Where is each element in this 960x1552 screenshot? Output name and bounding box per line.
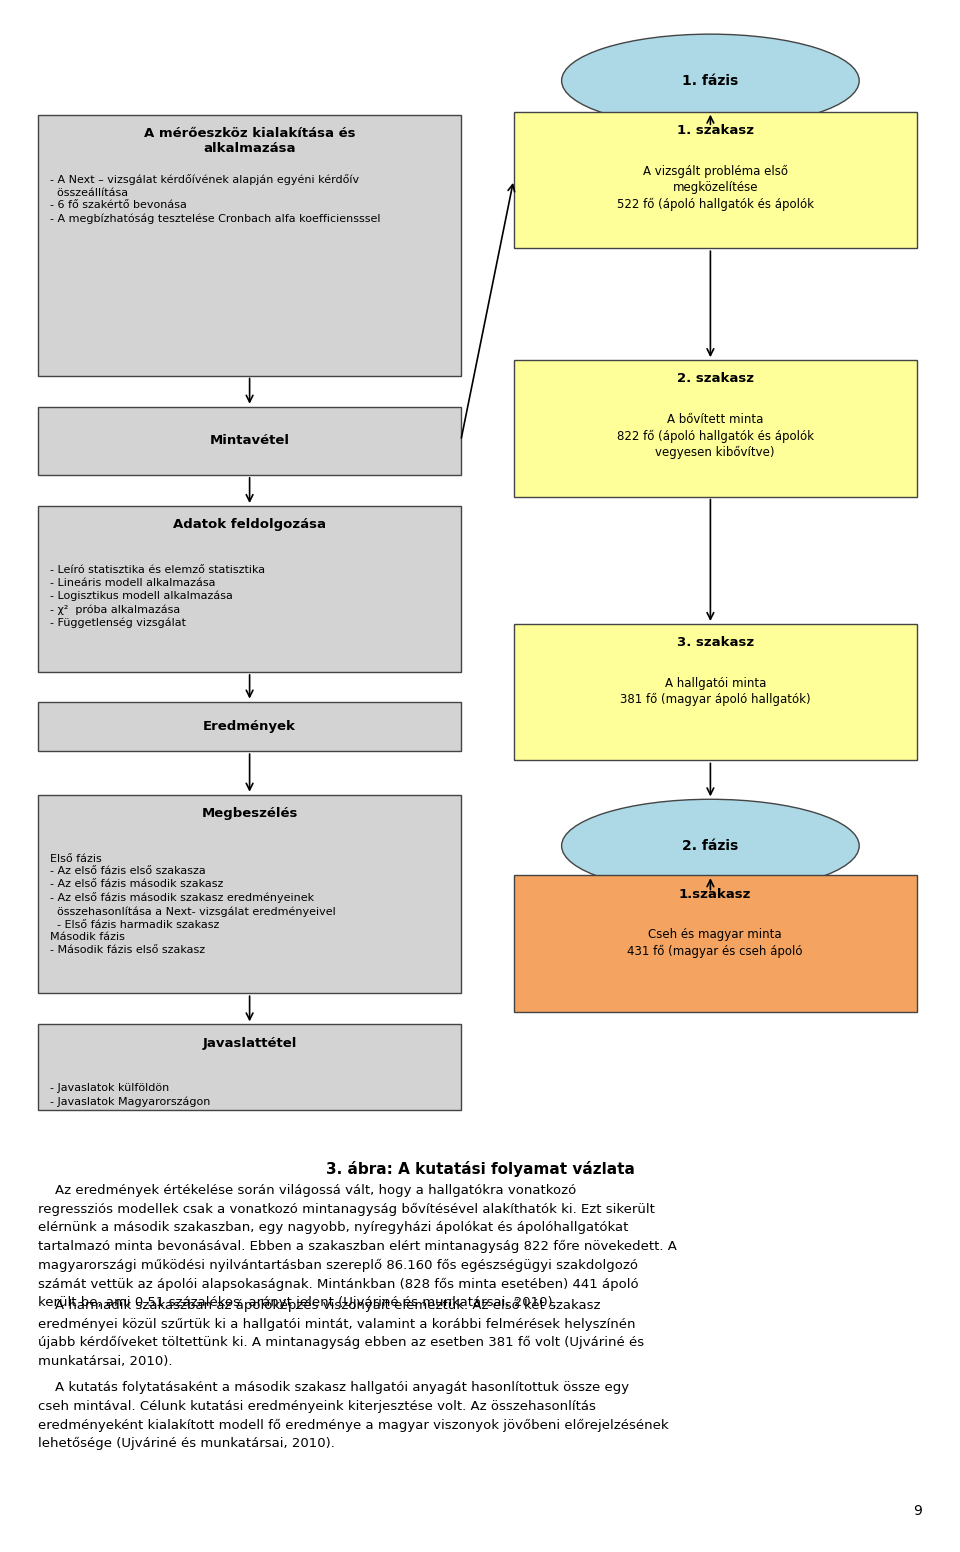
FancyBboxPatch shape [514, 875, 917, 1012]
FancyBboxPatch shape [38, 115, 461, 376]
Text: 1.szakasz: 1.szakasz [679, 888, 752, 900]
Text: - Leíró statisztika és elemző statisztika
- Lineáris modell alkalmazása
- Logisz: - Leíró statisztika és elemző statisztik… [50, 565, 265, 629]
Text: A mérőeszköz kialakítása és
alkalmazása: A mérőeszköz kialakítása és alkalmazása [144, 127, 355, 155]
Text: 1. fázis: 1. fázis [683, 73, 738, 88]
FancyBboxPatch shape [514, 112, 917, 248]
Text: - Javaslatok külföldön
- Javaslatok Magyarországon: - Javaslatok külföldön - Javaslatok Magy… [50, 1083, 210, 1107]
Text: A hallgatói minta
381 fő (magyar ápoló hallgatók): A hallgatói minta 381 fő (magyar ápoló h… [620, 677, 810, 706]
FancyBboxPatch shape [38, 1024, 461, 1110]
FancyBboxPatch shape [514, 360, 917, 497]
Text: A vizsgált probléma első
megközelítése
522 fő (ápoló hallgatók és ápolók: A vizsgált probléma első megközelítése 5… [616, 165, 814, 211]
Text: 3. szakasz: 3. szakasz [677, 636, 754, 649]
FancyBboxPatch shape [38, 407, 461, 475]
FancyBboxPatch shape [514, 624, 917, 760]
Text: Első fázis
- Az első fázis első szakasza
- Az első fázis második szakasz
- Az el: Első fázis - Az első fázis első szakasza… [50, 854, 336, 954]
Text: A harmadik szakaszban az ápolóképzés viszonyait elemeztük. Az első két szakasz
e: A harmadik szakaszban az ápolóképzés vis… [38, 1299, 644, 1367]
FancyBboxPatch shape [38, 702, 461, 751]
Text: 2. szakasz: 2. szakasz [677, 372, 754, 385]
Text: - A Next – vizsgálat kérdőívének alapján egyéni kérdőív
  összeállítása
- 6 fő s: - A Next – vizsgálat kérdőívének alapján… [50, 174, 380, 223]
Text: Cseh és magyar minta
431 fő (magyar és cseh ápoló: Cseh és magyar minta 431 fő (magyar és c… [628, 928, 803, 958]
Text: A bővített minta
822 fő (ápoló hallgatók és ápolók
vegyesen kibővítve): A bővített minta 822 fő (ápoló hallgatók… [616, 413, 814, 459]
FancyBboxPatch shape [38, 795, 461, 993]
Text: A kutatás folytatásaként a második szakasz hallgatói anyagát hasonlítottuk össze: A kutatás folytatásaként a második szaka… [38, 1381, 669, 1450]
Text: Javaslattétel: Javaslattétel [203, 1037, 297, 1049]
Text: Mintavétel: Mintavétel [209, 435, 290, 447]
Text: 9: 9 [913, 1504, 922, 1518]
Text: 3. ábra: A kutatási folyamat vázlata: 3. ábra: A kutatási folyamat vázlata [325, 1161, 635, 1176]
Text: 2. fázis: 2. fázis [683, 838, 738, 854]
Text: Az eredmények értékelése során világossá vált, hogy a hallgatókra vonatkozó
regr: Az eredmények értékelése során világossá… [38, 1184, 677, 1310]
Ellipse shape [562, 799, 859, 892]
Text: Eredmények: Eredmények [204, 720, 296, 733]
Text: Adatok feldolgozása: Adatok feldolgozása [173, 518, 326, 531]
Text: Megbeszélés: Megbeszélés [202, 807, 298, 819]
FancyBboxPatch shape [38, 506, 461, 672]
Ellipse shape [562, 34, 859, 127]
Text: 1. szakasz: 1. szakasz [677, 124, 754, 137]
